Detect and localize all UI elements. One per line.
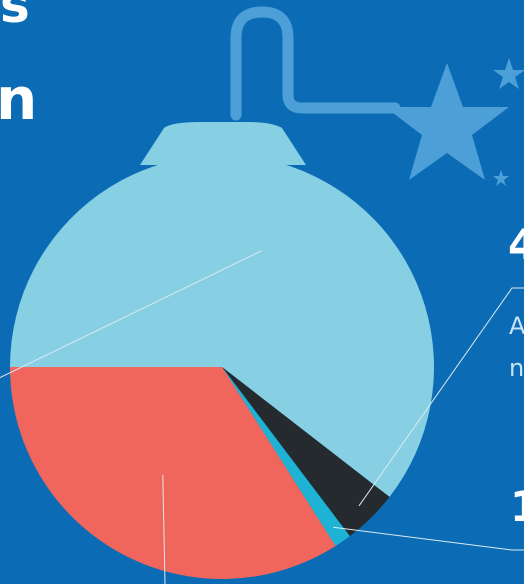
leader-line [0, 250, 263, 379]
leader-line [162, 474, 166, 584]
pie-slice [222, 367, 390, 537]
leader-line [358, 287, 524, 507]
star-icon [385, 63, 509, 180]
note-a-fragment: A [509, 312, 524, 340]
pie-group [10, 154, 434, 579]
value-b-fragment: 1 [510, 486, 524, 528]
ornament-hanger-icon [230, 6, 401, 121]
value-a-fragment: 4 [508, 220, 524, 269]
pie-slice [222, 367, 350, 546]
mid-text-fragment: n [0, 65, 38, 133]
ornament-cap [140, 122, 306, 165]
note-b-fragment: n [509, 354, 524, 382]
pie-slice [10, 367, 336, 579]
leader-line [333, 526, 524, 551]
star-icon [493, 170, 509, 186]
top-text-fragment: s [0, 0, 30, 34]
leader-lines [0, 250, 524, 584]
pie-slice [10, 154, 434, 497]
star-icon [493, 58, 524, 89]
